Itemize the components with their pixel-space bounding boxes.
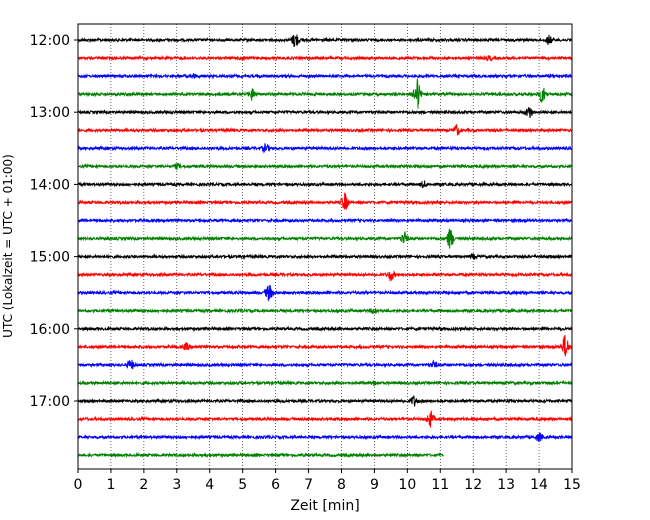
trace-group [77, 34, 573, 459]
seismogram-trace [77, 180, 573, 189]
x-tick-label: 11 [431, 477, 449, 493]
x-tick-label: 3 [172, 477, 181, 493]
y-axis-label: UTC (Lokalzeit = UTC + 01:00) [1, 154, 15, 338]
grid-lines [110, 24, 540, 469]
x-tick-label: 2 [139, 477, 148, 493]
x-tick-label: 15 [563, 477, 581, 493]
x-axis-label: Zeit [min] [290, 498, 359, 514]
y-tick-label: 15:00 [30, 250, 70, 266]
seismogram-trace [77, 359, 573, 370]
seismogram-trace [77, 107, 573, 118]
seismogram-trace [77, 72, 573, 80]
seismogram-trace [77, 34, 573, 47]
seismogram-trace [77, 252, 573, 260]
x-tick-label: 6 [271, 477, 280, 493]
x-tick-label: 4 [205, 477, 214, 493]
y-tick-label: 13:00 [30, 105, 70, 121]
seismogram-trace [77, 335, 573, 357]
seismogram-trace [77, 451, 444, 459]
x-tick-label: 10 [398, 477, 416, 493]
y-axis-ticks: 12:00 13:00 14:00 15:00 16:00 17:00 [30, 33, 78, 410]
plot-frame [77, 23, 573, 470]
seismogram-trace [77, 379, 573, 387]
seismogram-trace [77, 217, 573, 224]
seismogram-trace [77, 410, 573, 428]
y-tick-label: 16:00 [30, 322, 70, 338]
seismogram-trace [77, 325, 573, 333]
seismogram-trace [77, 228, 573, 249]
seismogram-trace [77, 395, 573, 407]
seismogram-trace [77, 143, 573, 154]
x-tick-label: 0 [74, 477, 83, 493]
seismogram-trace [77, 307, 573, 315]
x-tick-label: 5 [238, 477, 247, 493]
seismogram-trace [77, 432, 573, 443]
seismogram-trace [77, 162, 573, 171]
y-tick-label: 12:00 [30, 33, 70, 49]
y-tick-label: 14:00 [30, 177, 70, 193]
x-tick-label: 1 [106, 477, 115, 493]
x-tick-label: 8 [337, 477, 346, 493]
y-tick-label: 17:00 [30, 394, 70, 410]
seismogram-trace [77, 124, 573, 136]
x-tick-label: 7 [304, 477, 313, 493]
seismogram-trace [77, 54, 573, 62]
x-tick-label: 12 [464, 477, 482, 493]
seismogram-trace [77, 270, 573, 282]
seismogram-trace [77, 285, 573, 302]
x-axis-ticks: 0 1 2 3 4 5 6 7 8 9 10 11 12 13 14 15 [74, 469, 581, 493]
x-tick-label: 14 [530, 477, 548, 493]
x-tick-label: 13 [497, 477, 515, 493]
seismogram-trace [77, 78, 573, 109]
x-tick-label: 9 [370, 477, 379, 493]
seismogram-trace [77, 192, 573, 210]
